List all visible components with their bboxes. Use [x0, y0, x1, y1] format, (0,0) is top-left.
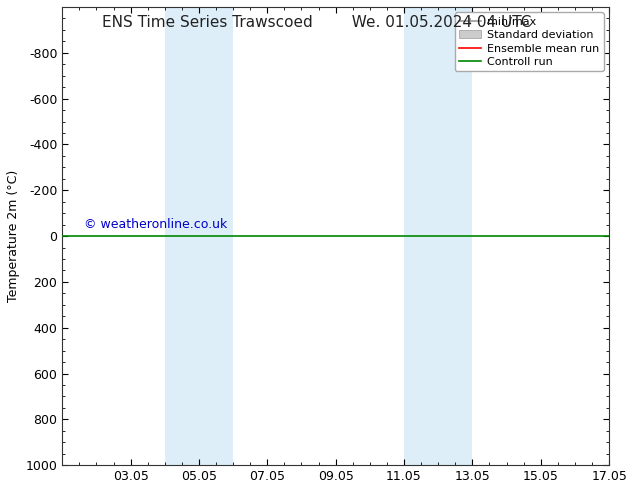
Bar	[404, 7, 472, 465]
Text: © weatheronline.co.uk: © weatheronline.co.uk	[84, 218, 228, 231]
Text: ENS Time Series Trawscoed        We. 01.05.2024 04 UTC: ENS Time Series Trawscoed We. 01.05.2024…	[102, 15, 532, 30]
Y-axis label: Temperature 2m (°C): Temperature 2m (°C)	[7, 170, 20, 302]
Legend: min/max, Standard deviation, Ensemble mean run, Controll run: min/max, Standard deviation, Ensemble me…	[455, 13, 604, 72]
Bar	[165, 7, 233, 465]
